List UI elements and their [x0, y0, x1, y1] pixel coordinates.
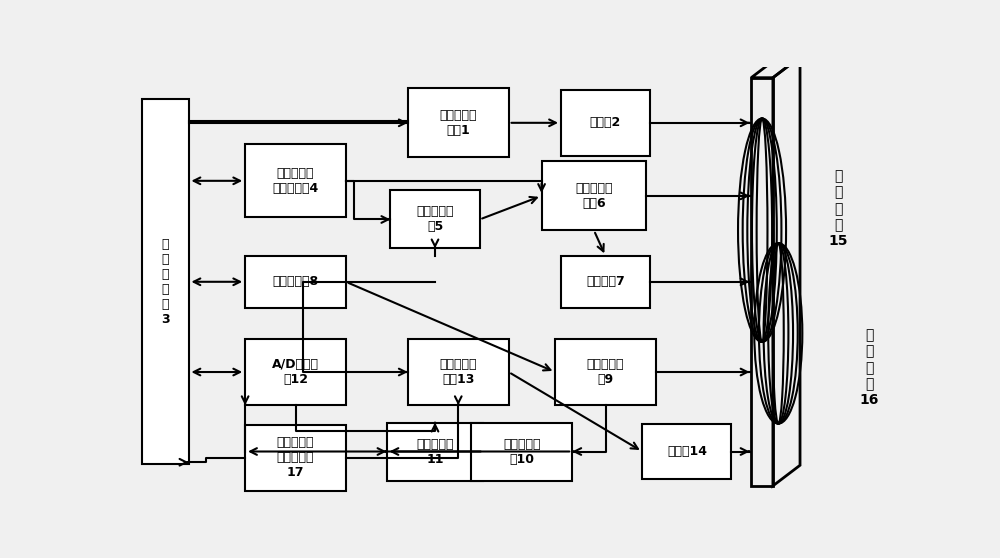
Text: 输出可调的
大功率电源4: 输出可调的 大功率电源4 [272, 167, 319, 195]
Text: 发
射
线
圈
16: 发 射 线 圈 16 [859, 328, 879, 407]
Bar [245, 339, 346, 405]
Text: 笔
记
本
电
脑
3: 笔 记 本 电 脑 3 [161, 238, 170, 326]
Text: 大功率发射
桥路6: 大功率发射 桥路6 [575, 182, 613, 210]
Text: 电磁铁驱动
电路13: 电磁铁驱动 电路13 [440, 358, 477, 386]
Bar [555, 339, 656, 405]
Text: 信号调理电
路10: 信号调理电 路10 [503, 437, 541, 465]
Text: A/D采集单
元12: A/D采集单 元12 [272, 358, 319, 386]
Bar [245, 256, 346, 307]
Bar [245, 145, 346, 217]
Text: 高压切换开
关9: 高压切换开 关9 [587, 358, 624, 386]
Text: 放大器电路
11: 放大器电路 11 [416, 437, 454, 465]
Bar [642, 424, 731, 479]
Text: 三分量地磁
场测量电路
17: 三分量地磁 场测量电路 17 [277, 436, 314, 479]
Bar [561, 89, 650, 156]
Bar [142, 99, 189, 464]
Bar [408, 88, 509, 157]
Text: 接
收
线
圈
15: 接 收 线 圈 15 [828, 169, 848, 248]
Text: 发射桥路驱
动5: 发射桥路驱 动5 [416, 205, 454, 233]
Bar [408, 339, 509, 405]
Bar [561, 256, 650, 307]
Bar [471, 422, 572, 480]
Bar [387, 422, 483, 480]
Text: 主控制单元8: 主控制单元8 [272, 275, 319, 288]
Text: 电磁铁14: 电磁铁14 [667, 445, 707, 458]
Bar [542, 161, 646, 230]
Bar [245, 425, 346, 491]
Bar [390, 190, 480, 248]
Text: 谐振电容7: 谐振电容7 [586, 275, 625, 288]
Text: 电磁铁驱动
电路1: 电磁铁驱动 电路1 [440, 109, 477, 137]
Text: 电磁铁2: 电磁铁2 [590, 116, 621, 129]
